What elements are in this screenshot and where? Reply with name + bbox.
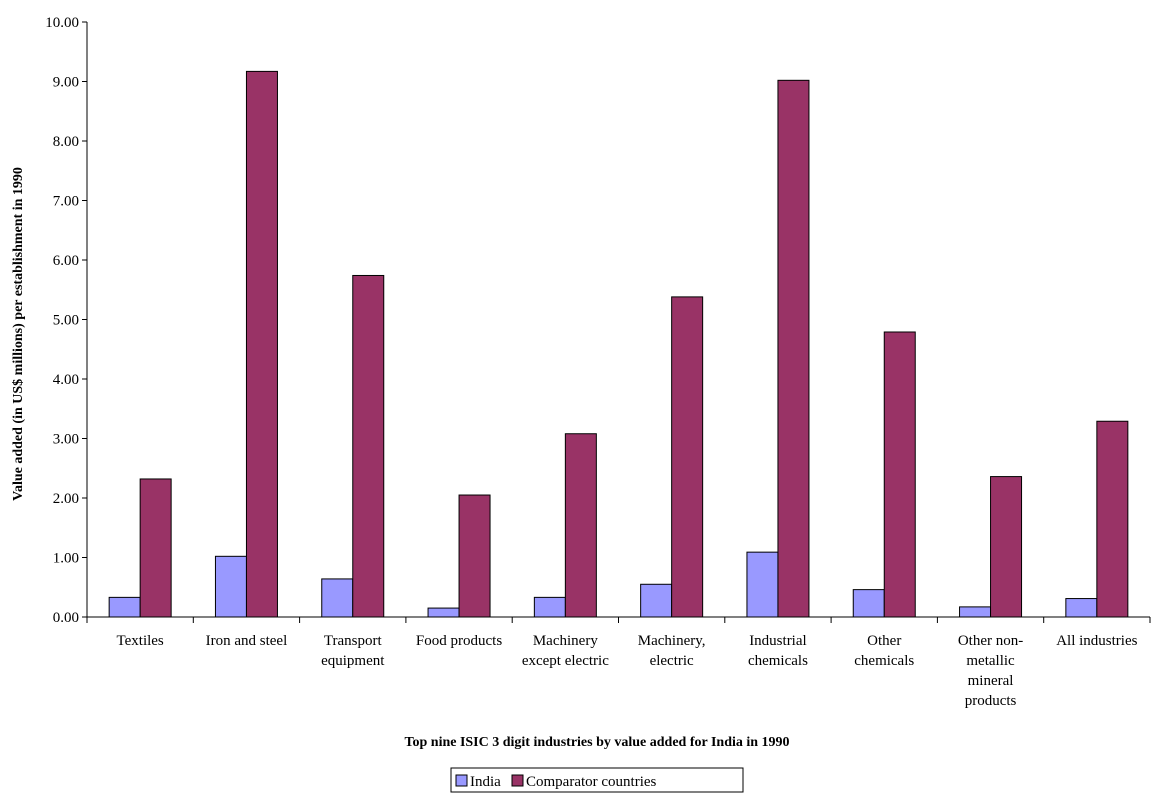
x-category-label: Transport equipment [321, 633, 385, 669]
bar-india [1065, 598, 1098, 618]
y-tick-label: 1.00 [53, 551, 79, 567]
bar-comparator [139, 478, 172, 618]
legend: India Comparator countries [450, 767, 744, 793]
legend-swatch-comparator [511, 774, 524, 787]
bar-india [321, 578, 354, 618]
y-tick-label: 6.00 [53, 253, 79, 269]
x-axis-title: Top nine ISIC 3 digit industries by valu… [404, 735, 789, 750]
legend-label-india: India [470, 774, 501, 790]
x-category-label: Food products [416, 633, 502, 649]
bar-comparator [564, 433, 597, 618]
y-tick-label: 9.00 [53, 75, 79, 91]
x-category-label: Other chemicals [854, 633, 914, 669]
y-tick-label: 2.00 [53, 491, 79, 507]
x-category-label: Iron and steel [206, 633, 288, 649]
bar-india [108, 596, 141, 618]
y-tick-label: 7.00 [53, 194, 79, 210]
bar-comparator [352, 274, 385, 618]
x-axis-category-labels: Textiles Iron and steel Transport equipment… [117, 633, 1138, 709]
y-tick-label: 10.00 [45, 15, 79, 31]
legend-box [450, 767, 744, 793]
bar-india [533, 596, 566, 618]
x-category-label: Industrial chemicals [748, 633, 808, 669]
legend-label-comparator: Comparator countries [526, 774, 657, 790]
bar-india [852, 589, 885, 618]
y-axis-ticks: 0.00 1.00 2.00 3.00 4.00 5.00 6.00 7.00 8.00 9.00… [45, 15, 87, 626]
bar-india [959, 606, 992, 618]
bar-comparator [990, 476, 1023, 618]
x-category-label: Machinery, electric [638, 633, 706, 669]
x-category-label: Machinery except electric [522, 633, 609, 669]
bar-comparator [777, 79, 810, 618]
y-tick-label: 5.00 [53, 313, 79, 329]
bar-india [640, 583, 673, 618]
bar-comparator [671, 296, 704, 618]
bar-comparator [1096, 420, 1129, 618]
bar-comparator [458, 494, 491, 618]
bars [108, 70, 1129, 618]
y-tick-label: 4.00 [53, 372, 79, 388]
bar-comparator [245, 70, 278, 618]
bar-india [427, 607, 460, 618]
axes [86, 22, 1151, 623]
y-axis-title: Value added (in US$ millions) per establ… [11, 167, 26, 501]
legend-swatch-india [455, 774, 468, 787]
y-tick-label: 8.00 [53, 134, 79, 150]
x-category-label: All industries [1056, 633, 1137, 649]
x-category-label: Textiles [117, 633, 164, 649]
x-category-label: Other non-metallic mineral products [958, 633, 1023, 709]
y-tick-label: 0.00 [53, 610, 79, 626]
bar-india [746, 551, 779, 618]
y-tick-label: 3.00 [53, 432, 79, 448]
bar-comparator [883, 331, 916, 618]
bar-india [214, 555, 247, 618]
